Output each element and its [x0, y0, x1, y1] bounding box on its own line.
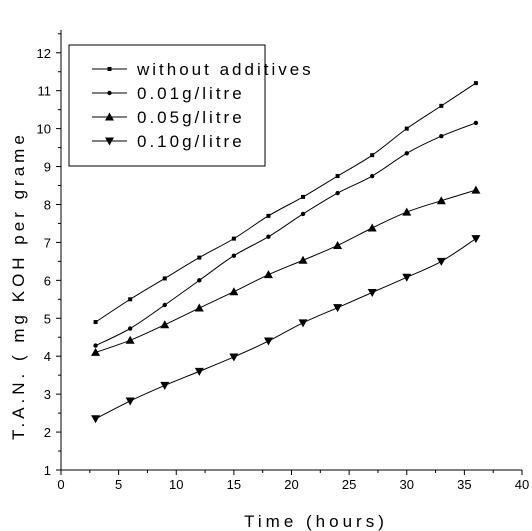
data-point: [298, 255, 308, 264]
data-point: [370, 153, 375, 158]
series-layer: [91, 81, 481, 424]
x-tick-label: 30: [400, 477, 414, 492]
legend-label: 0.01g/litre: [137, 84, 245, 103]
series-3: [91, 235, 481, 424]
data-point: [93, 343, 98, 348]
data-point: [91, 347, 101, 356]
x-tick-label: 5: [115, 477, 122, 492]
x-tick-label: 10: [169, 477, 183, 492]
data-point: [436, 257, 446, 266]
data-point: [404, 151, 409, 156]
data-point: [125, 335, 135, 344]
series-line: [95, 122, 477, 347]
legend-marker: [105, 137, 114, 146]
data-point: [335, 174, 340, 179]
x-tick-label: 15: [227, 477, 241, 492]
data-point: [300, 211, 306, 217]
data-point: [369, 173, 375, 179]
data-point: [160, 381, 170, 390]
series-line: [95, 189, 477, 353]
data-point: [263, 270, 273, 279]
y-tick-label: 6: [44, 273, 51, 288]
y-tick-label: 9: [44, 160, 51, 175]
data-point: [125, 397, 135, 406]
legend-marker: [105, 112, 114, 121]
data-point: [128, 297, 133, 302]
data-point: [298, 319, 308, 328]
data-point: [231, 236, 236, 241]
y-tick-label: 3: [44, 387, 51, 402]
data-point: [194, 367, 204, 376]
data-point: [439, 134, 444, 139]
series-2: [91, 185, 481, 356]
data-point: [333, 240, 343, 249]
data-point: [402, 273, 412, 282]
y-tick-label: 1: [44, 463, 51, 478]
x-tick-label: 35: [457, 477, 471, 492]
data-point: [473, 81, 478, 86]
data-point: [436, 196, 446, 205]
data-point: [93, 320, 98, 325]
data-point: [194, 303, 204, 312]
data-point: [162, 302, 167, 308]
x-tick-label: 40: [515, 477, 529, 492]
data-point: [127, 326, 133, 331]
legend: without additives 0.01g/litre 0.05g/litre 0…: [68, 44, 314, 167]
data-point: [266, 234, 271, 239]
y-tick-label: 12: [37, 46, 51, 61]
data-point: [367, 288, 377, 297]
data-point: [367, 223, 377, 232]
data-point: [333, 304, 343, 313]
series-1: [93, 120, 479, 348]
legend-label: 0.10g/litre: [137, 132, 245, 151]
data-point: [229, 353, 239, 362]
legend-box: [68, 44, 266, 167]
x-axis-title: Time (hours): [244, 512, 388, 531]
series-line: [95, 238, 477, 420]
data-point: [160, 320, 170, 329]
series-line: [95, 82, 477, 323]
y-tick-label: 10: [37, 122, 51, 137]
y-tick-label: 5: [44, 311, 51, 326]
data-point: [197, 255, 202, 260]
data-point: [266, 213, 271, 218]
data-point: [471, 235, 481, 244]
data-point: [231, 253, 237, 258]
legend-label: without additives: [136, 60, 314, 79]
data-point: [91, 415, 101, 424]
legend-marker: [107, 67, 112, 71]
series-0: [93, 81, 478, 325]
x-tick-label: 25: [342, 477, 356, 492]
data-point: [162, 276, 167, 281]
data-point: [301, 194, 306, 199]
legend-label: 0.05g/litre: [137, 108, 245, 127]
data-point: [473, 120, 479, 126]
data-point: [404, 126, 409, 131]
y-axis-title: T.A.N. ( mg KOH per grame: [9, 131, 28, 440]
data-point: [402, 207, 412, 216]
y-tick-label: 2: [44, 425, 51, 440]
y-tick-label: 7: [44, 235, 51, 250]
y-tick-label: 4: [44, 349, 51, 364]
data-point: [197, 278, 202, 283]
x-tick-label: 0: [57, 477, 64, 492]
data-point: [471, 185, 481, 194]
y-tick-label: 8: [44, 197, 51, 212]
legend-marker: [107, 90, 112, 96]
x-tick-label: 20: [284, 477, 298, 492]
y-tick-label: 11: [38, 84, 52, 99]
data-point: [229, 287, 239, 296]
data-point: [263, 337, 273, 346]
data-point: [439, 103, 444, 108]
data-point: [335, 190, 340, 196]
